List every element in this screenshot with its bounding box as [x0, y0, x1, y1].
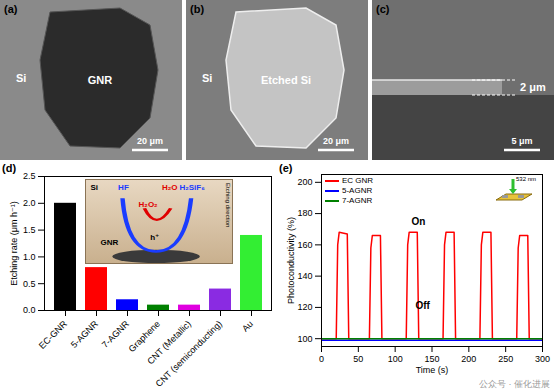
html-text:h⁺: h⁺ [150, 233, 160, 243]
svg-text:5 μm: 5 μm [511, 136, 532, 146]
svg-text:100: 100 [297, 334, 312, 344]
svg-text:(a): (a) [4, 3, 18, 15]
svg-text:Graphene: Graphene [126, 318, 162, 355]
svg-text:250: 250 [498, 354, 513, 364]
svg-text:200: 200 [461, 354, 476, 364]
svg-text:CNT (Metallic): CNT (Metallic) [145, 318, 193, 367]
svg-text:2.5: 2.5 [23, 171, 36, 181]
svg-text:160: 160 [297, 240, 312, 250]
svg-text:20 μm: 20 μm [137, 136, 163, 146]
svg-text:0.5: 0.5 [23, 279, 36, 289]
svg-text:GNR: GNR [88, 74, 113, 86]
svg-text:200: 200 [297, 177, 312, 187]
html-text:On: On [411, 215, 426, 227]
svg-text:0.0: 0.0 [23, 305, 36, 315]
svg-text:1.0: 1.0 [23, 252, 36, 262]
svg-text:2 μm: 2 μm [520, 81, 546, 93]
svg-text:Time (s): Time (s) [416, 365, 449, 375]
svg-text:180: 180 [297, 208, 312, 218]
html-text:(d): (d) [2, 162, 16, 174]
html-text:H₂O₂: H₂O₂ [138, 199, 158, 209]
svg-text:Si: Si [202, 72, 212, 84]
html-text:H₂O H₂SiF₆: H₂O H₂SiF₆ [161, 183, 205, 193]
html-text:(e): (e) [279, 162, 293, 174]
svg-text:EC-GNR: EC-GNR [37, 318, 70, 351]
svg-text:7-AGNR: 7-AGNR [100, 318, 131, 349]
svg-text:(c): (c) [376, 3, 390, 15]
svg-text:CNT (semiconducting): CNT (semiconducting) [154, 319, 224, 389]
html-text:7-AGNR: 7-AGNR [342, 196, 373, 205]
html-text:Etching direction: Etching direction [225, 183, 231, 228]
svg-text:Etching rate (μm h⁻¹): Etching rate (μm h⁻¹) [9, 201, 19, 285]
svg-text:2.0: 2.0 [23, 198, 36, 208]
svg-text:Si: Si [16, 72, 26, 84]
html-text:Si: Si [90, 183, 98, 193]
html-text:GNR: GNR [100, 238, 119, 248]
svg-text:50: 50 [353, 354, 363, 364]
svg-text:120: 120 [297, 302, 312, 312]
svg-text:Etched Si: Etched Si [261, 74, 311, 86]
svg-text:0: 0 [319, 354, 324, 364]
svg-text:5-AGNR: 5-AGNR [69, 318, 100, 349]
svg-text:(b): (b) [190, 3, 204, 15]
svg-text:1.5: 1.5 [23, 225, 36, 235]
svg-text:300: 300 [535, 354, 550, 364]
html-text:Off: Off [415, 300, 430, 312]
html-text:公众号 · 催化进展: 公众号 · 催化进展 [479, 379, 550, 389]
svg-text:20 μm: 20 μm [323, 136, 349, 146]
svg-text:Photoconductivity (%): Photoconductivity (%) [286, 217, 296, 304]
html-text:532 nm: 532 nm [516, 176, 536, 182]
html-text:5-AGNR: 5-AGNR [342, 186, 373, 195]
html-text:HF: HF [118, 183, 129, 193]
svg-text:140: 140 [297, 271, 312, 281]
svg-text:100: 100 [388, 354, 403, 364]
html-text:EC GNR: EC GNR [342, 176, 374, 185]
svg-text:Au: Au [240, 319, 255, 334]
svg-text:150: 150 [424, 354, 439, 364]
